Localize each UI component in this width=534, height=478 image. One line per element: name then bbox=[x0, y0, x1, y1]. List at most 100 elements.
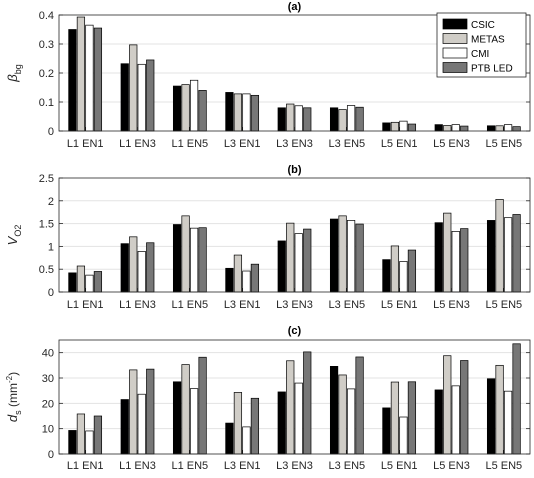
bar-ptb-led-l3-en3 bbox=[303, 228, 312, 293]
bar-metas-l1-en3 bbox=[129, 369, 138, 455]
bar-metas-l1-en3 bbox=[129, 236, 138, 293]
x-tick-label: L1 EN1 bbox=[67, 299, 104, 311]
x-tick-label: L5 EN5 bbox=[485, 460, 522, 472]
bar-ptb-led-l3-en5 bbox=[355, 223, 364, 293]
bar-metas-l5-en3 bbox=[443, 212, 452, 293]
y-tick-label: 0.1 bbox=[39, 97, 54, 109]
bar-ptb-led-l5-en5 bbox=[512, 126, 521, 132]
bar-csic-l3-en5 bbox=[329, 107, 339, 132]
x-tick-label: L3 EN1 bbox=[224, 460, 261, 472]
bar-metas-l5-en1 bbox=[390, 245, 400, 293]
y-axis-label-unit-exponent: -2 bbox=[5, 375, 14, 383]
bar-metas-l5-en5 bbox=[495, 199, 504, 293]
bar-cmi-l3-en1 bbox=[242, 270, 251, 293]
y-axis-label-unit-close: ) bbox=[6, 372, 20, 376]
bar-csic-l5-en3 bbox=[434, 222, 443, 293]
y-axis-label-subscript: bg bbox=[13, 64, 23, 74]
legend-swatch-ptb-led bbox=[442, 62, 468, 73]
bar-cmi-l5-en3 bbox=[451, 124, 460, 132]
bar-csic-l1-en1 bbox=[68, 430, 77, 455]
bar-csic-l5-en3 bbox=[434, 389, 443, 455]
bar-metas-l5-en1 bbox=[390, 381, 400, 455]
y-tick-label: 30 bbox=[42, 373, 54, 385]
bar-metas-l1-en5 bbox=[181, 364, 190, 455]
bar-metas-l3-en3 bbox=[286, 360, 295, 455]
bar-csic-l3-en5 bbox=[329, 218, 339, 293]
bar-cmi-l5-en3 bbox=[451, 385, 460, 455]
bar-ptb-led-l5-en5 bbox=[512, 343, 521, 455]
y-tick-label: 0.2 bbox=[39, 68, 54, 80]
bar-csic-l5-en1 bbox=[382, 407, 391, 455]
legend-label-metas: METAS bbox=[471, 35, 505, 46]
bar-metas-l3-en1 bbox=[233, 93, 243, 132]
bar-csic-l1-en3 bbox=[120, 243, 129, 293]
bar-metas-l5-en3 bbox=[443, 355, 452, 455]
x-tick-label: L5 EN3 bbox=[433, 460, 470, 472]
panel-title: (b) bbox=[287, 164, 301, 176]
bar-ptb-led-l5-en3 bbox=[460, 125, 469, 132]
bar-metas-l3-en5 bbox=[338, 374, 347, 455]
x-tick-label: L1 EN3 bbox=[119, 138, 156, 150]
bar-cmi-l3-en5 bbox=[346, 105, 356, 132]
bar-csic-l1-en1 bbox=[68, 272, 77, 293]
bar-ptb-led-l3-en5 bbox=[355, 356, 364, 455]
bar-ptb-led-l1-en5 bbox=[198, 356, 207, 455]
bar-ptb-led-l1-en5 bbox=[198, 227, 207, 293]
bar-ptb-led-l5-en1 bbox=[407, 249, 417, 293]
y-tick-label: 0 bbox=[48, 126, 54, 138]
bar-csic-l1-en5 bbox=[172, 224, 182, 293]
bar-cmi-l3-en3 bbox=[294, 233, 303, 293]
bar-cmi-l1-en3 bbox=[137, 63, 146, 132]
y-axis-label-main: β bbox=[5, 74, 20, 83]
y-axis-label: βbg bbox=[5, 64, 23, 82]
bar-ptb-led-l3-en1 bbox=[250, 397, 260, 455]
x-tick-label: L3 EN3 bbox=[276, 299, 313, 311]
bar-metas-l3-en1 bbox=[233, 392, 243, 455]
y-axis-label-subscript: s bbox=[13, 410, 23, 415]
panel-c: 0 10 20 30 40 L1 EN1 L1 EN3 L1 EN5 L3 EN1 L3 EN3 L… bbox=[5, 325, 531, 472]
bar-csic-l3-en1 bbox=[225, 92, 234, 132]
bar-csic-l3-en3 bbox=[277, 391, 286, 455]
bar-metas-l3-en1 bbox=[233, 254, 243, 293]
bar-csic-l3-en1 bbox=[225, 267, 234, 293]
y-tick-label: 40 bbox=[42, 348, 54, 360]
x-tick-label: L5 EN1 bbox=[381, 138, 418, 150]
bar-ptb-led-l3-en5 bbox=[355, 106, 364, 132]
bar-ptb-led-l1-en1 bbox=[93, 271, 103, 293]
bar-csic-l1-en1 bbox=[68, 29, 77, 132]
bar-ptb-led-l5-en1 bbox=[407, 381, 417, 455]
y-tick-label: 0 bbox=[48, 287, 54, 299]
bar-ptb-led-l3-en1 bbox=[250, 94, 260, 132]
bar-metas-l1-en1 bbox=[76, 413, 86, 455]
panel-title: (c) bbox=[288, 325, 302, 337]
x-tick-label: L3 EN3 bbox=[276, 138, 313, 150]
x-tick-label: L5 EN5 bbox=[485, 299, 522, 311]
x-tick-label: L3 EN5 bbox=[328, 138, 365, 150]
bar-cmi-l1-en1 bbox=[85, 24, 94, 132]
panel-b: 0 0.5 1 1.5 2 2.5 L1 EN1 L1 EN3 L1 EN5 L3 EN1 L3 E… bbox=[5, 164, 531, 311]
y-axis-label-subscript: O2 bbox=[13, 225, 23, 237]
bar-csic-l3-en5 bbox=[329, 366, 339, 455]
bar-metas-l1-en5 bbox=[181, 84, 190, 132]
bar-cmi-l5-en5 bbox=[503, 124, 513, 132]
bar-cmi-l5-en5 bbox=[503, 217, 513, 293]
bar-cmi-l3-en3 bbox=[294, 382, 303, 455]
legend-swatch-csic bbox=[442, 18, 468, 30]
bar-ptb-led-l5-en3 bbox=[460, 228, 469, 293]
bar-cmi-l3-en5 bbox=[346, 388, 356, 455]
bar-csic-l5-en1 bbox=[382, 259, 391, 293]
bar-metas-l3-en3 bbox=[286, 222, 295, 293]
bar-metas-l1-en3 bbox=[129, 44, 138, 132]
bar-cmi-l1-en3 bbox=[137, 393, 146, 455]
bar-metas-l3-en3 bbox=[286, 103, 295, 132]
x-tick-label: L1 EN1 bbox=[67, 138, 104, 150]
bar-metas-l1-en1 bbox=[76, 265, 86, 293]
plot-area bbox=[59, 178, 530, 292]
y-tick-label: 1 bbox=[48, 241, 54, 253]
bar-metas-l5-en5 bbox=[495, 364, 504, 455]
y-axis-label-main: d bbox=[5, 414, 20, 422]
bar-csic-l3-en3 bbox=[277, 107, 286, 132]
x-tick-label: L3 EN1 bbox=[224, 299, 261, 311]
bar-ptb-led-l3-en1 bbox=[250, 263, 260, 293]
bar-ptb-led-l1-en3 bbox=[146, 242, 155, 293]
